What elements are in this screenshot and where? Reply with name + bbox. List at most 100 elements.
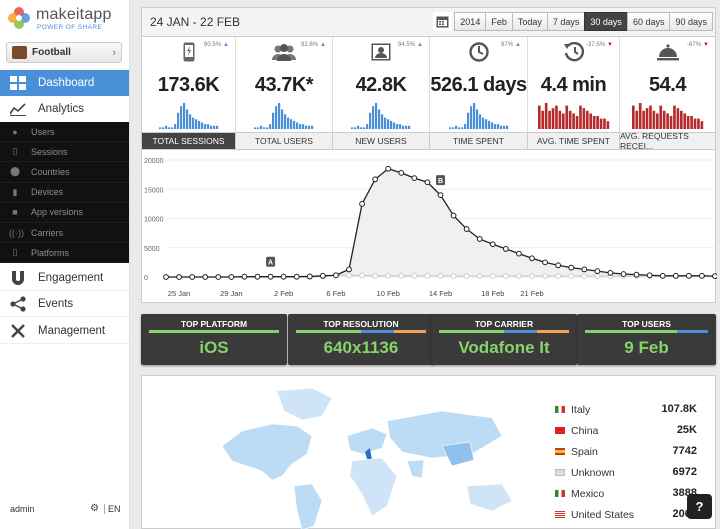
data-point[interactable] bbox=[476, 273, 483, 280]
data-point[interactable] bbox=[555, 273, 562, 280]
data-point[interactable] bbox=[450, 212, 457, 219]
data-point[interactable] bbox=[607, 270, 614, 276]
country-row[interactable]: Spain 7742 bbox=[555, 442, 715, 463]
app-selector[interactable]: Football › bbox=[6, 42, 122, 63]
data-point[interactable] bbox=[411, 272, 418, 279]
data-point[interactable] bbox=[620, 271, 627, 277]
period-today[interactable]: Today bbox=[511, 12, 548, 31]
nav-dashboard[interactable]: Dashboard bbox=[0, 70, 129, 96]
data-point[interactable] bbox=[555, 262, 562, 269]
data-point[interactable] bbox=[476, 236, 483, 242]
country-row[interactable]: China 25K bbox=[555, 421, 715, 442]
period-60-days[interactable]: 60 days bbox=[626, 12, 671, 31]
logo[interactable]: makeitapp POWER OF SHARE bbox=[6, 5, 128, 35]
data-point[interactable] bbox=[398, 272, 405, 279]
kpi-total-sessions[interactable]: 90.5% ▲ 173.6K bbox=[142, 37, 236, 132]
subnav-users[interactable]: ● Users bbox=[0, 122, 129, 143]
data-point[interactable] bbox=[437, 192, 444, 198]
language-switch[interactable]: EN bbox=[104, 504, 121, 514]
subnav-app-versions[interactable]: ■ App versions bbox=[0, 203, 129, 223]
data-point[interactable] bbox=[411, 175, 418, 182]
data-point[interactable] bbox=[542, 259, 548, 266]
data-point[interactable] bbox=[489, 241, 496, 248]
card-top-carrier[interactable]: TOP CARRIER Vodafone It bbox=[431, 314, 577, 365]
data-point[interactable] bbox=[502, 246, 509, 252]
data-point[interactable] bbox=[372, 272, 379, 279]
gear-icon[interactable]: ⚙ bbox=[90, 503, 99, 514]
data-point[interactable] bbox=[215, 274, 222, 280]
period-2014[interactable]: 2014 bbox=[454, 12, 487, 31]
data-point[interactable] bbox=[398, 169, 405, 176]
subnav-devices[interactable]: ▮ Devices bbox=[0, 183, 129, 203]
country-row[interactable]: Unknown 6972 bbox=[555, 463, 715, 484]
data-point[interactable] bbox=[176, 274, 182, 280]
data-point[interactable] bbox=[594, 268, 601, 275]
data-point[interactable] bbox=[306, 273, 313, 280]
data-point[interactable] bbox=[568, 264, 575, 271]
data-point[interactable] bbox=[202, 274, 209, 280]
data-point[interactable] bbox=[646, 272, 653, 279]
card-top-resolution[interactable]: TOP RESOLUTION 640x1136 bbox=[288, 314, 434, 365]
data-point[interactable] bbox=[385, 165, 392, 172]
tab-avg-time-spent[interactable]: AVG. TIME SPENT bbox=[528, 133, 620, 149]
data-point[interactable] bbox=[385, 272, 392, 279]
data-point[interactable] bbox=[712, 273, 718, 280]
data-point[interactable] bbox=[280, 273, 287, 280]
data-point[interactable] bbox=[372, 176, 379, 183]
calendar-icon[interactable] bbox=[433, 12, 453, 31]
data-point[interactable] bbox=[228, 274, 235, 280]
kpi-new-users[interactable]: 94.5% ▲ 42.8K bbox=[333, 37, 430, 132]
nav-events[interactable]: Events bbox=[0, 291, 129, 317]
nav-management[interactable]: Management bbox=[0, 318, 129, 344]
data-point[interactable] bbox=[529, 255, 535, 262]
subnav-countries[interactable]: ⬤ Countries bbox=[0, 162, 129, 183]
kpi-total-users[interactable]: 92.8% ▲ 43.7K* bbox=[236, 37, 333, 132]
subnav-carriers[interactable]: ((·)) Carriers bbox=[0, 223, 129, 244]
data-point[interactable] bbox=[359, 272, 365, 279]
data-point[interactable] bbox=[568, 273, 575, 280]
username[interactable]: admin bbox=[10, 504, 35, 514]
data-point[interactable] bbox=[699, 272, 705, 279]
world-map[interactable] bbox=[202, 376, 542, 529]
data-point[interactable] bbox=[581, 266, 588, 273]
data-point[interactable] bbox=[267, 273, 274, 280]
country-row[interactable]: Mexico 3888 bbox=[555, 484, 715, 505]
data-point[interactable] bbox=[685, 272, 692, 279]
data-point[interactable] bbox=[254, 273, 261, 280]
data-point[interactable] bbox=[516, 273, 522, 280]
annotation-flag[interactable] bbox=[436, 175, 445, 186]
data-point[interactable] bbox=[359, 200, 365, 207]
period-feb[interactable]: Feb bbox=[485, 12, 513, 31]
tab-total-sessions[interactable]: TOTAL SESSIONS bbox=[142, 133, 236, 149]
period-90-days[interactable]: 90 days bbox=[669, 12, 713, 31]
card-top-platform[interactable]: TOP PLATFORM iOS bbox=[141, 314, 287, 365]
country-row[interactable]: Italy 107.8K bbox=[555, 400, 715, 421]
help-button[interactable]: ? bbox=[687, 494, 712, 519]
subnav-sessions[interactable]: ▯ Sessions bbox=[0, 142, 129, 163]
tab-new-users[interactable]: NEW USERS bbox=[333, 133, 430, 149]
data-point[interactable] bbox=[293, 273, 300, 280]
data-point[interactable] bbox=[542, 273, 548, 280]
data-point[interactable] bbox=[319, 272, 326, 279]
data-point[interactable] bbox=[529, 273, 535, 280]
tab-total-users[interactable]: TOTAL USERS bbox=[236, 133, 333, 149]
data-point[interactable] bbox=[502, 273, 509, 280]
card-top-users[interactable]: TOP USERS 9 Feb bbox=[577, 314, 716, 365]
data-point[interactable] bbox=[241, 273, 248, 280]
kpi-avg-requests[interactable]: -67% ▼ 54.4 bbox=[620, 37, 715, 132]
data-point[interactable] bbox=[463, 226, 470, 232]
data-point[interactable] bbox=[581, 273, 588, 280]
data-point[interactable] bbox=[450, 273, 457, 280]
data-point[interactable] bbox=[437, 272, 444, 279]
data-point[interactable] bbox=[659, 272, 666, 279]
tab-time-spent[interactable]: TIME SPENT bbox=[430, 133, 528, 149]
kpi-avg-time-spent[interactable]: -37.5% ▼ 4.4 min bbox=[528, 37, 620, 132]
nav-analytics[interactable]: Analytics bbox=[0, 96, 129, 122]
data-point[interactable] bbox=[463, 273, 470, 280]
period-30-days[interactable]: 30 days bbox=[584, 12, 628, 31]
data-point[interactable] bbox=[189, 274, 196, 280]
kpi-time-spent[interactable]: 87% ▲ 526.1 days bbox=[430, 37, 528, 132]
data-point[interactable] bbox=[346, 266, 352, 273]
data-point[interactable] bbox=[594, 273, 601, 280]
data-point[interactable] bbox=[489, 273, 496, 280]
